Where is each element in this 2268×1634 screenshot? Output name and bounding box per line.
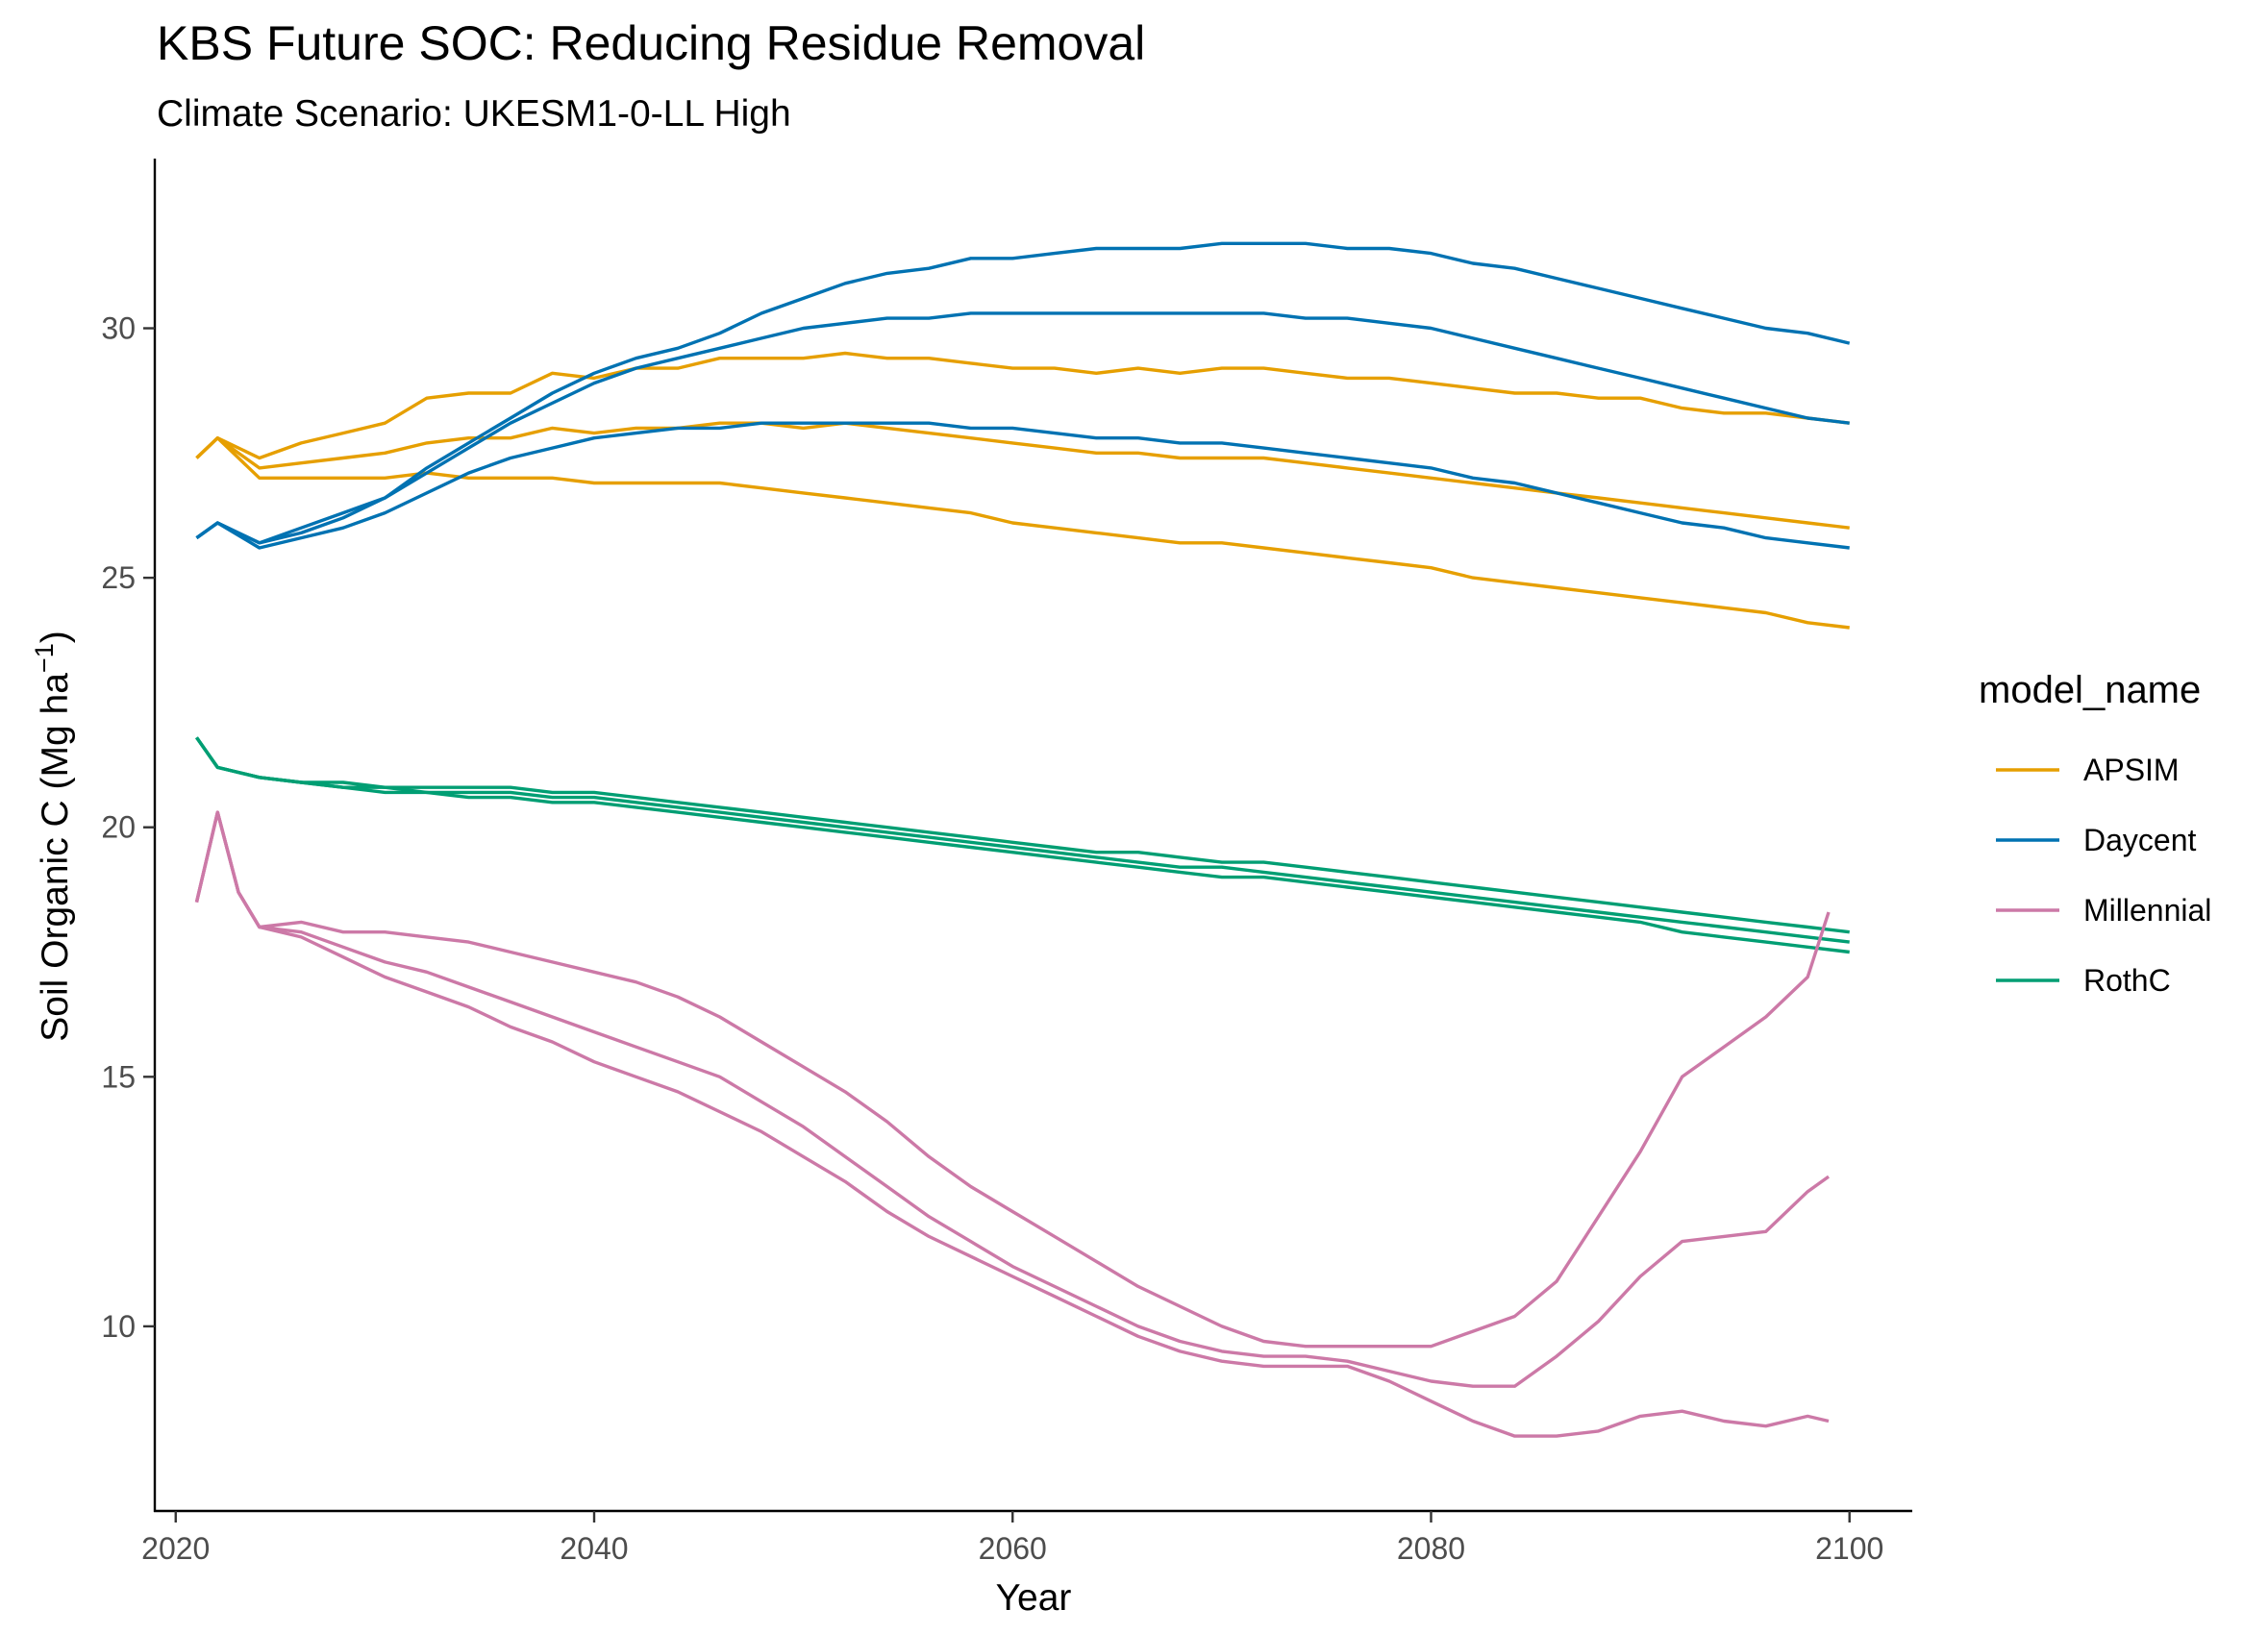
legend-title: model_name (1979, 669, 2201, 711)
y-axis-title: Soil Organic C (Mg ha−1) (30, 631, 76, 1041)
x-tick-label: 2100 (1815, 1531, 1883, 1566)
chart-title: KBS Future SOC: Reducing Residue Removal (157, 16, 1145, 70)
y-axis-title-close: ) (35, 631, 76, 643)
series-line-daycent-5 (195, 311, 1850, 545)
plot-area (194, 241, 1851, 1438)
legend: model_name APSIM Daycent Millennial RothC (1979, 669, 2211, 998)
legend-label-daycent: Daycent (2083, 823, 2197, 857)
x-tick-label: 2060 (979, 1531, 1047, 1566)
x-tick-label: 2080 (1397, 1531, 1465, 1566)
x-tick-label: 2020 (141, 1531, 210, 1566)
y-tick-label: 10 (101, 1309, 136, 1344)
y-tick-label: 25 (101, 560, 136, 595)
x-axis-title: Year (996, 1577, 1072, 1619)
series-line-rothc-9 (195, 736, 1850, 954)
y-tick-label: 20 (101, 810, 136, 845)
series-line-daycent-6 (195, 421, 1850, 550)
y-tick-label: 15 (101, 1059, 136, 1094)
legend-label-millennial: Millennial (2083, 893, 2211, 928)
y-axis-title-superscript: −1 (30, 643, 59, 673)
legend-label-rothc: RothC (2083, 963, 2171, 998)
y-axis: 10 15 20 25 30 (101, 311, 155, 1344)
y-axis-title-main: Soil Organic C (Mg ha (35, 673, 76, 1042)
series-line-millennial-12 (194, 810, 1830, 1438)
chart-subtitle: Climate Scenario: UKESM1-0-LL High (157, 93, 791, 135)
series-line-rothc-7 (195, 736, 1850, 934)
y-tick-label: 30 (101, 311, 136, 346)
series-line-apsim-1 (195, 351, 1850, 460)
x-tick-label: 2040 (560, 1531, 628, 1566)
x-axis: 2020 2040 2060 2080 2100 (141, 1511, 1883, 1566)
series-line-millennial-10 (194, 810, 1831, 1349)
series-line-apsim-3 (195, 436, 1850, 630)
series-line-rothc-8 (195, 736, 1850, 944)
series-line-millennial-11 (194, 810, 1830, 1388)
series-line-daycent-4 (195, 241, 1851, 545)
legend-label-apsim: APSIM (2083, 753, 2180, 787)
